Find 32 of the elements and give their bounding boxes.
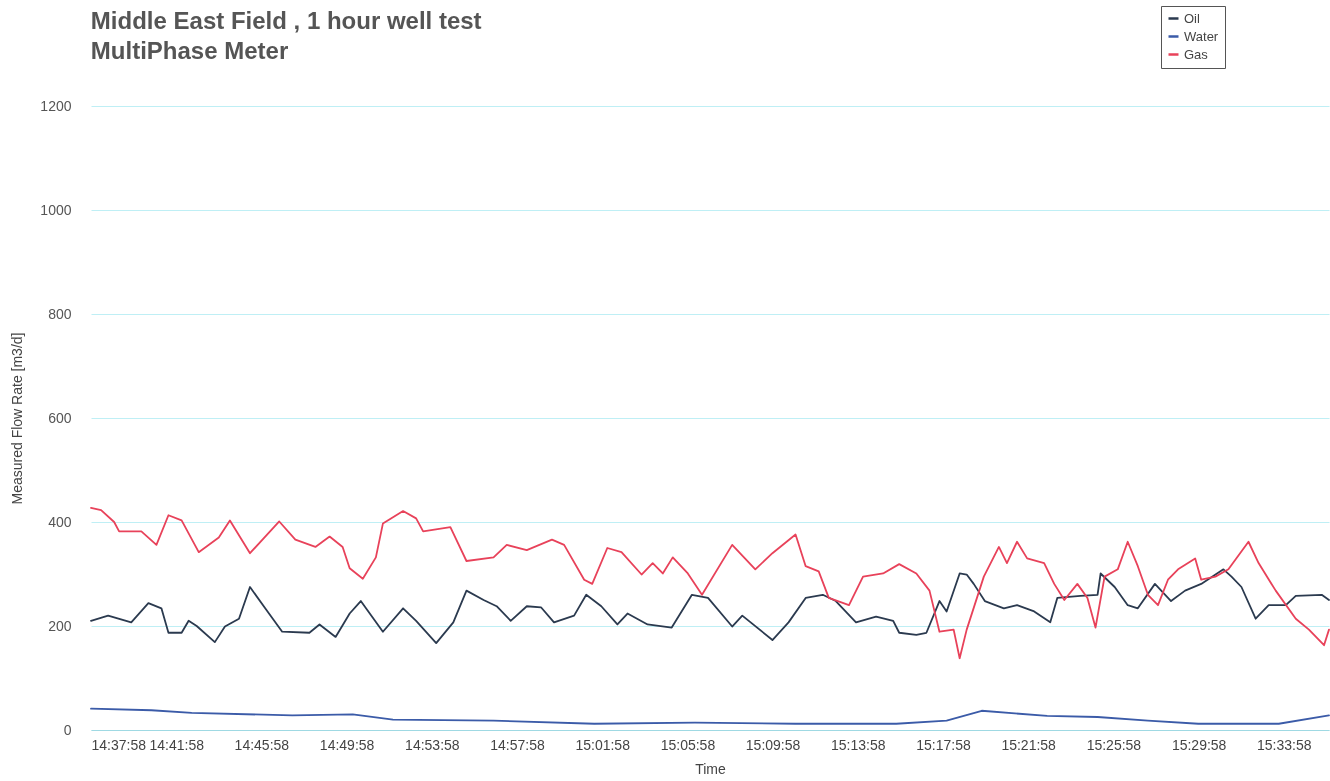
x-tick-label: 15:13:58 [831, 736, 886, 753]
x-tick-label: 15:01:58 [575, 736, 631, 753]
y-tick-label: 800 [48, 305, 72, 322]
x-tick-label: 14:53:58 [405, 736, 460, 753]
x-tick-label: 14:37:58 [91, 736, 147, 753]
x-tick-label: 15:33:58 [1257, 736, 1312, 753]
chart-subtitle: MultiPhase Meter [90, 37, 289, 64]
x-tick-label: 14:57:58 [490, 736, 545, 753]
y-tick-label: 400 [48, 513, 72, 530]
chart-title: Middle East Field , 1 hour well test [90, 7, 482, 34]
x-tick-label: 15:25:58 [1086, 736, 1142, 753]
x-axis-title: Time [695, 760, 727, 777]
y-axis-title: Measured Flow Rate [m3/d] [9, 332, 26, 505]
legend-label: Water [1184, 28, 1219, 44]
legend-label: Oil [1184, 10, 1200, 26]
x-tick-label: 15:21:58 [1001, 736, 1057, 753]
x-tick-label: 15:09:58 [745, 736, 801, 753]
x-tick-label: 15:29:58 [1171, 736, 1227, 753]
legend-label: Gas [1184, 46, 1209, 62]
x-tick-label: 14:45:58 [234, 736, 290, 753]
x-tick-label: 14:49:58 [319, 736, 375, 753]
y-tick-label: 1200 [40, 97, 72, 114]
y-tick-label: 0 [63, 721, 72, 738]
x-tick-label: 15:05:58 [660, 736, 716, 753]
y-tick-label: 200 [48, 617, 72, 634]
line-series [90, 707, 1330, 725]
x-tick-label: 14:41:58 [149, 736, 205, 753]
line-series [90, 568, 1330, 645]
y-tick-label: 1000 [40, 201, 72, 218]
x-tick-label: 15:17:58 [916, 736, 971, 753]
y-tick-label: 600 [48, 409, 72, 426]
line-series [90, 507, 1330, 660]
